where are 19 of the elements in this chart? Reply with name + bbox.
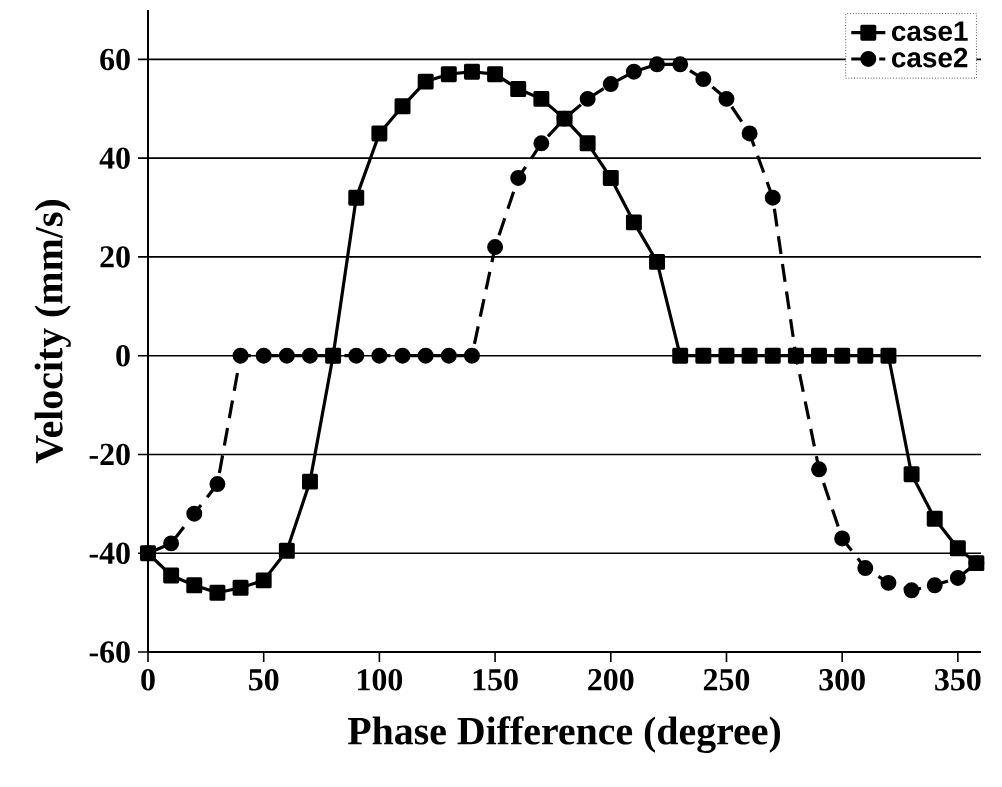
y-tick-label: -40 <box>89 542 130 564</box>
x-tick-label: 350 <box>935 669 981 691</box>
legend-label: case2 <box>891 47 968 68</box>
x-tick-label: 300 <box>819 669 865 691</box>
y-tick-label: -20 <box>89 443 130 466</box>
y-tick-label: -60 <box>89 641 130 663</box>
legend-label: case1 <box>891 21 968 42</box>
y-tick-label: 0 <box>116 344 130 367</box>
y-tick-label: 60 <box>100 48 130 71</box>
y-tick-label: 40 <box>99 147 130 169</box>
x-tick-label: 200 <box>588 669 634 691</box>
x-axis-title: Phase Difference (degree) <box>347 716 781 753</box>
x-tick-label: 150 <box>473 669 518 691</box>
y-axis-title: Velocity (mm/s) <box>34 200 71 464</box>
x-tick-label: 250 <box>703 669 750 691</box>
y-tick-label: 20 <box>100 246 130 268</box>
x-tick-label: 0 <box>141 669 155 691</box>
x-tick-label: 100 <box>358 669 403 691</box>
x-tick-label: 50 <box>249 669 279 691</box>
